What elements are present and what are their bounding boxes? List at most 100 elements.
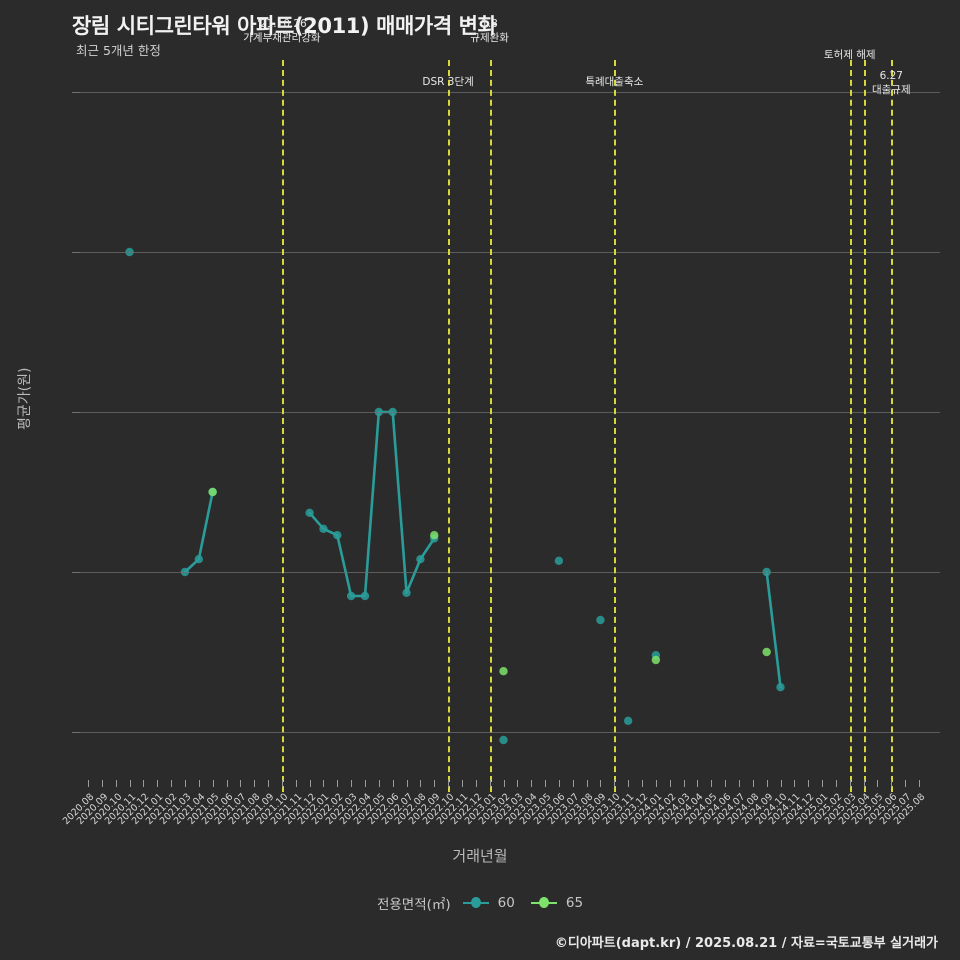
x-tick-mark <box>129 780 131 787</box>
gridline <box>80 412 940 413</box>
series-line <box>765 570 782 689</box>
x-tick-mark <box>600 780 602 787</box>
x-tick-mark <box>420 780 422 787</box>
x-tick-mark <box>822 780 824 787</box>
x-tick-mark <box>115 780 117 787</box>
x-tick-mark <box>254 780 256 787</box>
x-tick-mark <box>378 780 380 787</box>
event-label: 6.27 대출규제 <box>872 69 911 97</box>
gridline <box>80 572 940 573</box>
x-tick-mark <box>240 780 242 787</box>
x-tick-mark <box>780 780 782 787</box>
data-point[interactable] <box>554 556 564 565</box>
event-vline <box>489 60 492 792</box>
x-tick-mark <box>157 780 159 787</box>
y-axis-label: 평균가(원) <box>17 367 33 430</box>
x-tick-mark <box>295 780 297 787</box>
x-tick-mark <box>281 780 283 787</box>
page-title: 장림 시티그린타워 아파트(2011) 매매가격 변화 <box>72 14 497 38</box>
legend-marker-icon <box>530 895 557 911</box>
data-point[interactable] <box>623 716 633 725</box>
x-tick-mark <box>323 780 325 787</box>
data-point[interactable] <box>499 667 508 676</box>
x-tick-mark <box>849 780 851 787</box>
legend-marker-icon <box>462 895 489 911</box>
x-tick-mark <box>572 780 574 787</box>
legend-item-65[interactable]: 65 <box>530 895 583 911</box>
data-point[interactable] <box>208 487 217 497</box>
x-tick-mark <box>531 780 533 787</box>
x-tick-mark <box>614 780 616 787</box>
event-label-date: 1.3 <box>481 18 498 30</box>
data-point[interactable] <box>319 524 328 533</box>
data-point[interactable] <box>305 508 314 517</box>
event-vline <box>849 60 852 792</box>
legend-item-60[interactable]: 60 <box>462 895 515 911</box>
data-point[interactable] <box>402 588 411 597</box>
data-point[interactable] <box>333 531 342 540</box>
event-label: 1.3 규제완화 <box>470 17 509 45</box>
data-point[interactable] <box>776 683 785 692</box>
legend: 전용면적(㎡) 60 65 <box>0 893 960 913</box>
x-tick-mark <box>198 780 200 787</box>
gridline <box>80 732 940 733</box>
data-point[interactable] <box>194 555 203 564</box>
legend-entries: 60 65 <box>462 895 583 911</box>
x-tick-mark <box>434 780 436 787</box>
x-tick-mark <box>475 780 477 787</box>
x-tick-mark <box>891 780 893 787</box>
x-tick-mark <box>406 780 408 787</box>
page-subtitle: 최근 5개년 한정 <box>76 43 161 58</box>
x-tick-labels: 2020.08 2020.09 2020.10 2020.11 2020.12 2021.… <box>61 780 960 827</box>
event-label: '21.10.26 가계부채관리강화 <box>243 17 320 45</box>
x-tick-mark <box>642 780 643 787</box>
event-label: 특례대출축소 <box>585 75 643 89</box>
x-tick-mark <box>143 780 145 787</box>
y-tick-mark <box>72 252 80 253</box>
data-point[interactable] <box>651 655 661 665</box>
footer-credit: ©디아파트(dapt.kr) / 2025.08.21 / 자료=국토교통부 실… <box>554 936 938 951</box>
data-point[interactable] <box>346 591 356 601</box>
x-tick-mark <box>905 780 907 787</box>
x-tick-mark <box>184 780 186 787</box>
data-point[interactable] <box>416 555 425 564</box>
event-vline <box>863 60 866 792</box>
x-tick-mark <box>365 780 366 787</box>
data-point[interactable] <box>430 531 439 540</box>
series-line <box>308 410 436 598</box>
gridline <box>80 252 940 253</box>
x-tick-mark <box>697 780 699 787</box>
x-tick-mark <box>101 780 103 787</box>
data-point[interactable] <box>360 591 370 601</box>
event-vline <box>448 60 451 792</box>
x-tick-mark <box>171 780 173 787</box>
event-label-date: DSR 3단계 <box>422 76 474 88</box>
event-label-date: '21.10.26 <box>257 18 307 30</box>
data-point[interactable] <box>762 647 771 657</box>
y-tick-mark <box>72 732 80 733</box>
x-tick-mark <box>212 780 214 787</box>
event-vline <box>281 60 284 792</box>
data-point[interactable] <box>596 615 605 625</box>
event-label-date: 6.27 <box>879 70 903 82</box>
x-tick-mark <box>226 780 228 787</box>
x-tick-mark <box>655 780 657 787</box>
event-label: 토허제 해제 <box>824 48 876 62</box>
data-point[interactable] <box>374 407 384 417</box>
y-tick-mark <box>72 412 80 413</box>
data-point[interactable] <box>388 407 397 417</box>
x-tick-mark <box>392 780 394 787</box>
event-label-date: 특례대출축소 <box>585 76 644 88</box>
x-tick-mark <box>711 780 713 787</box>
event-label-text: 규제완화 <box>470 32 509 44</box>
event-label-text: 대출규제 <box>871 84 911 96</box>
x-tick-mark <box>586 780 588 787</box>
gridline <box>80 92 940 93</box>
event-vline <box>891 60 894 792</box>
x-tick-mark <box>919 780 920 787</box>
data-point[interactable] <box>499 735 508 745</box>
x-tick-mark <box>351 780 353 787</box>
x-tick-mark <box>863 780 865 787</box>
